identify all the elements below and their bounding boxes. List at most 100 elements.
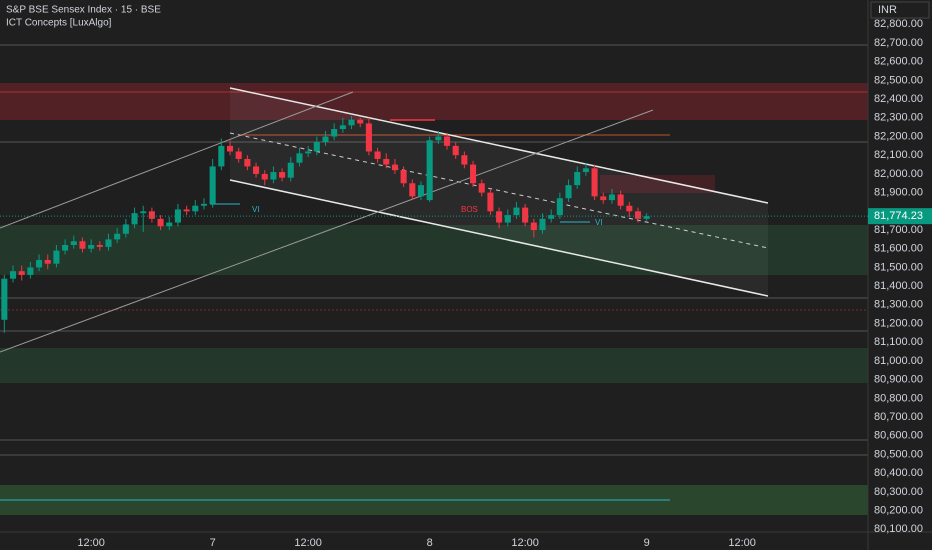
candle-body [391,164,398,171]
y-tick-label: 80,400.00 [874,467,923,479]
y-tick-label: 82,400.00 [874,93,923,105]
x-tick-label: 12:00 [77,537,105,549]
y-tick-label: 82,700.00 [874,37,923,49]
y-tick-label: 80,500.00 [874,448,923,460]
candle-body [53,250,60,264]
candle-body [253,166,260,174]
supply-zone [0,83,868,120]
last-price-badge [868,208,932,225]
y-tick-label: 81,900.00 [874,187,923,199]
candle-body [626,205,633,212]
candle-body [504,215,511,223]
candle-body [105,239,112,247]
candle-body [530,222,537,231]
y-tick-label: 80,700.00 [874,411,923,423]
candle-body [226,145,234,152]
y-tick-label: 82,600.00 [874,56,923,68]
candle-body [131,213,138,225]
candle-body [513,207,520,216]
candle-body [617,194,624,206]
last-price-label: 81,774.23 [874,210,923,222]
y-tick-label: 80,300.00 [874,486,923,498]
y-tick-label: 80,600.00 [874,430,923,442]
candle-body [96,244,103,247]
currency-box [870,1,930,19]
candle-body [157,218,164,227]
candle-body [548,215,555,219]
y-tick-label: 81,200.00 [874,317,923,329]
candle-body [270,172,277,180]
y-tick-label: 80,900.00 [874,374,923,386]
candle-body [261,173,268,180]
y-tick-label: 81,400.00 [874,280,923,292]
candle-body [608,194,615,201]
channel-line [229,179,769,297]
candle-body [62,244,69,251]
candle-body [339,125,346,130]
candle-body [209,166,216,204]
candle-body [426,140,433,201]
candle-body [374,151,381,159]
channel-mid [229,132,769,249]
candle-body [435,136,442,141]
candle-body [79,241,86,249]
y-tick-label: 82,000.00 [874,168,923,180]
y-tick-label: 80,200.00 [874,504,923,516]
candle-body [27,267,34,275]
y-tick-label: 81,100.00 [874,336,923,348]
candle-body [88,244,95,249]
y-tick-label: 82,200.00 [874,130,923,142]
demand-zone [0,225,868,275]
candle-body [36,259,43,268]
candle-body [305,151,312,154]
channel-line [229,87,769,204]
annotation: VI [252,205,260,214]
candle-body [244,158,251,167]
candle-body [496,211,503,223]
candle-body [400,170,407,184]
candle-body [565,185,572,199]
candle-body [287,162,294,178]
candle-body [478,183,485,193]
candle-body [18,271,25,275]
candle-body [218,145,225,167]
candle-body [235,151,242,159]
demand-zone [0,348,868,383]
y-tick-label: 80,100.00 [874,523,923,535]
candle-body [331,129,338,137]
currency: INR [878,4,897,16]
candle-body [1,278,8,320]
y-tick-label: 82,100.00 [874,149,923,161]
candle-body [357,119,364,124]
candle-body [296,153,303,163]
candle-body [313,142,320,152]
candle-body [383,158,390,165]
y-tick-label: 81,600.00 [874,243,923,255]
candle-body [470,164,477,184]
channel-fill [230,88,768,296]
trend-line [0,109,654,353]
x-tick-label: 12:00 [728,537,756,549]
candle-body [539,218,546,231]
x-tick-label: 7 [210,537,216,549]
candle-body [487,192,494,212]
candle-body [192,205,199,212]
y-tick-label: 81,700.00 [874,224,923,236]
annotation: BOS [461,205,478,214]
candle-body [348,119,355,126]
candle-body [574,172,581,186]
candle-body [582,168,589,173]
chart-title: S&P BSE Sensex Index · 15 · BSE [6,5,161,16]
candle-body [591,168,598,197]
price-axis [868,0,932,550]
candle-body [70,241,77,245]
candle-body [522,207,529,223]
candle-body [322,136,329,143]
candle-body [643,216,650,219]
candle-body [148,211,155,219]
x-tick-label: 9 [644,537,650,549]
candle-body [365,123,372,152]
candle-body [461,155,468,165]
annotation: VI [595,218,603,227]
